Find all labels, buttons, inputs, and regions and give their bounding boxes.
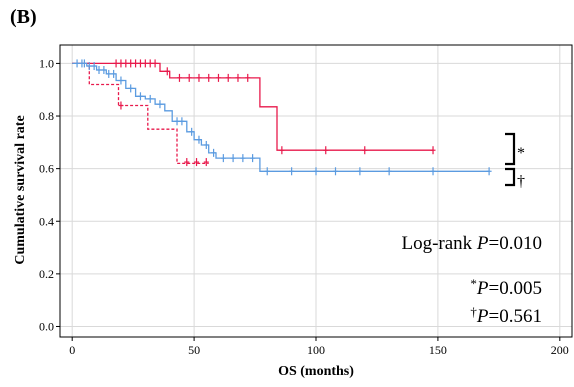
censor-mark xyxy=(184,158,190,167)
dagger-p-annotation: †P=0.561 xyxy=(470,304,542,327)
censor-mark xyxy=(111,69,117,78)
censor-mark xyxy=(137,59,143,68)
censor-mark xyxy=(357,167,363,176)
survival-curve-3 xyxy=(72,62,490,172)
censor-mark xyxy=(279,146,285,155)
censor-mark xyxy=(203,140,209,149)
censor-mark xyxy=(386,167,392,176)
dagger-p: P xyxy=(476,306,489,327)
dagger-mark: † xyxy=(470,304,477,319)
censor-mark xyxy=(215,73,221,82)
censor-mark xyxy=(133,59,139,68)
censor-mark xyxy=(486,167,492,176)
x-axis-title: OS (months) xyxy=(278,364,354,379)
x-tick-label: 150 xyxy=(429,343,447,357)
bracket-dagger xyxy=(505,167,516,187)
censor-mark xyxy=(118,76,124,85)
censor-mark xyxy=(196,135,202,144)
censor-mark xyxy=(240,154,246,163)
y-tick-label: 0.2 xyxy=(39,267,54,281)
censor-mark xyxy=(250,154,256,163)
logrank-value: =0.010 xyxy=(489,233,542,254)
censor-mark xyxy=(313,167,319,176)
censor-mark xyxy=(289,167,295,176)
logrank-p: P xyxy=(476,233,489,254)
censor-mark xyxy=(245,73,251,82)
censor-mark xyxy=(362,146,368,155)
censor-mark xyxy=(128,59,134,68)
censor-mark xyxy=(211,148,217,157)
censor-mark xyxy=(142,59,148,68)
star-mark: * xyxy=(470,276,477,291)
censor-mark xyxy=(123,59,129,68)
censor-mark xyxy=(189,127,195,136)
censor-mark xyxy=(113,59,119,68)
censor-mark xyxy=(430,146,436,155)
star-p-annotation: *P=0.005 xyxy=(470,276,542,299)
censor-mark xyxy=(137,92,143,101)
censor-mark xyxy=(174,117,180,126)
censor-mark xyxy=(96,65,102,74)
x-tick-label: 50 xyxy=(188,343,200,357)
star-p: P xyxy=(476,278,489,299)
censor-mark xyxy=(118,59,124,68)
significance-brackets xyxy=(505,132,516,187)
x-tick-label: 0 xyxy=(69,343,75,357)
logrank-annotation: Log-rank P=0.010 xyxy=(401,233,542,254)
censor-mark xyxy=(164,67,170,76)
y-tick-label: 0.0 xyxy=(39,319,54,333)
censor-mark xyxy=(235,73,241,82)
survival-curve-1 xyxy=(72,62,433,151)
censor-mark xyxy=(86,62,92,71)
censor-mark xyxy=(196,73,202,82)
censor-mark xyxy=(203,158,209,167)
y-tick-label: 1.0 xyxy=(39,56,54,70)
censor-mark xyxy=(430,167,436,176)
survival-curves xyxy=(72,59,492,176)
censor-mark xyxy=(179,117,185,126)
censor-mark xyxy=(186,73,192,82)
x-tick-label: 100 xyxy=(307,343,325,357)
y-axis-title: Cumulative survival rate xyxy=(13,115,28,264)
censor-mark xyxy=(152,59,158,68)
censor-mark xyxy=(74,59,80,68)
censor-mark xyxy=(230,154,236,163)
censor-mark xyxy=(118,101,124,110)
censor-mark xyxy=(333,167,339,176)
bracket-star xyxy=(505,132,516,166)
star-value: =0.005 xyxy=(489,278,542,299)
censor-mark xyxy=(176,73,182,82)
panel-label: (B) xyxy=(10,6,37,28)
censor-mark xyxy=(101,65,107,74)
censor-mark xyxy=(206,73,212,82)
censor-mark xyxy=(128,84,134,93)
x-tick-label: 200 xyxy=(551,343,569,357)
bracket-star-label: * xyxy=(517,145,525,162)
censor-mark xyxy=(147,59,153,68)
censor-mark xyxy=(194,158,200,167)
censor-mark xyxy=(147,94,153,103)
y-tick-label: 0.6 xyxy=(39,162,54,176)
axes: 0 50 100 150 200 0.0 0.2 0.4 0.6 0.8 1.0 xyxy=(39,44,573,357)
censor-mark xyxy=(106,69,112,78)
censor-mark xyxy=(225,73,231,82)
censor-mark xyxy=(264,167,270,176)
censor-mark xyxy=(323,146,329,155)
bracket-dagger-label: † xyxy=(517,173,525,190)
y-tick-label: 0.8 xyxy=(39,109,54,123)
censor-mark xyxy=(81,59,87,68)
survival-curve-2 xyxy=(72,62,209,165)
logrank-prefix: Log-rank xyxy=(401,233,476,254)
y-tick-label: 0.4 xyxy=(39,214,54,228)
dagger-value: =0.561 xyxy=(489,306,542,327)
censor-mark xyxy=(91,62,97,71)
censor-mark xyxy=(157,100,163,109)
censor-mark xyxy=(220,154,226,163)
